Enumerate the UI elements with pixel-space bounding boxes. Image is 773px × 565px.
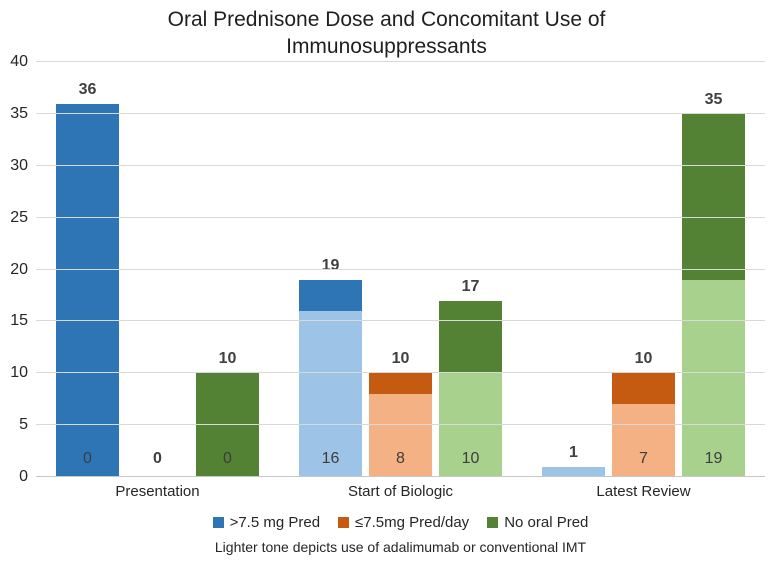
gridline: [36, 61, 765, 62]
bar-segment-dark: [612, 373, 675, 405]
chart-title-line1: Oral Prednisone Dose and Concomitant Use…: [167, 8, 606, 31]
bar-total-label: 0: [153, 450, 162, 467]
bar-slot: 1: [542, 62, 605, 477]
chart-title-line2: Immunosuppressants: [286, 35, 487, 58]
y-tick-label: 30: [10, 156, 28, 174]
bar-segment-dark: [682, 113, 745, 280]
y-tick-label: 25: [10, 208, 28, 226]
gridline: [36, 216, 765, 218]
bar-total-label: 10: [218, 350, 237, 368]
legend-item: ≤7.5mg Pred/day: [338, 514, 469, 531]
bar-slot: 19 16: [299, 62, 362, 477]
bar-groups: 36 0 0 10 0 19 16 10 8 17 10 1 10 7 35 19: [36, 62, 765, 477]
gridline: [36, 476, 765, 477]
gridline: [36, 372, 765, 374]
legend: >7.5 mg Pred ≤7.5mg Pred/day No oral Pred: [36, 514, 765, 531]
bar-total-label: 10: [634, 350, 653, 368]
y-tick-label: 5: [19, 416, 28, 434]
y-tick-label: 15: [10, 312, 28, 330]
bar-slot: 35 19: [682, 62, 745, 477]
legend-swatch: [212, 517, 224, 528]
bar-segment-dark: [299, 279, 362, 311]
bar-segment-dark: [439, 300, 502, 374]
gridline: [36, 320, 765, 322]
bar-slot: 0: [126, 62, 189, 477]
legend-item: No oral Pred: [487, 514, 588, 531]
bar-segment-light: [439, 373, 502, 477]
bar-segment-light: [542, 466, 605, 477]
bar-inside-label: 19: [704, 450, 723, 467]
y-tick-label: 0: [19, 468, 28, 485]
bar-stack: [369, 373, 432, 477]
x-axis-category-label: Presentation: [115, 483, 200, 500]
y-tick-label: 10: [10, 364, 28, 382]
legend-swatch: [487, 517, 499, 528]
bar-stack: [196, 373, 259, 477]
bar-group: 36 0 0 10 0: [36, 62, 279, 477]
legend-swatch: [338, 517, 350, 528]
bar-stack: [439, 300, 502, 477]
legend-label: ≤7.5mg Pred/day: [355, 514, 470, 531]
bar-group: 19 16 10 8 17 10: [279, 62, 522, 477]
bar-slot: 36 0: [56, 62, 119, 477]
bar-inside-label: 0: [223, 450, 232, 467]
bar-slot: 10 8: [369, 62, 432, 477]
y-tick-label: 20: [10, 260, 28, 278]
bar-total-label: 10: [391, 350, 410, 368]
gridline: [36, 164, 765, 166]
y-tick-label: 40: [10, 53, 28, 70]
legend-label: No oral Pred: [504, 514, 589, 531]
bar-inside-label: 7: [639, 450, 648, 467]
y-tick-label: 35: [10, 104, 28, 122]
plot-area: 36 0 0 10 0 19 16 10 8 17 10 1 10 7 35 19: [36, 61, 765, 477]
bar-stack: [56, 103, 119, 477]
bar-segment-dark: [369, 373, 432, 394]
bar-segment-dark: [196, 373, 259, 477]
legend-label: >7.5 mg Pred: [229, 514, 321, 531]
bar-inside-label: 0: [83, 450, 92, 467]
gridline: [36, 112, 765, 114]
chart-title: Oral Prednisone Dose and Concomitant Use…: [0, 6, 773, 60]
bar-inside-label: 8: [396, 450, 405, 467]
bar-slot: 10 7: [612, 62, 675, 477]
bar-segment-light: [299, 311, 362, 477]
bar-stack: [299, 279, 362, 477]
x-axis-category-label: Latest Review: [596, 483, 691, 500]
x-axis-category-label: Start of Biologic: [347, 483, 454, 500]
bar-segment-light: [369, 394, 432, 477]
legend-item: >7.5 mg Pred: [212, 514, 321, 531]
footnote: Lighter tone depicts use of adalimumab o…: [214, 539, 587, 555]
bar-inside-label: 10: [461, 450, 480, 467]
bar-segment-light: [612, 404, 675, 477]
bar-total-label: 36: [78, 80, 97, 98]
bar-total-label: 1: [569, 443, 578, 461]
bar-segment-dark: [56, 103, 119, 477]
bar-inside-label: 16: [321, 450, 340, 467]
bar-total-label: 17: [461, 277, 480, 295]
x-axis-labels: Presentation Start of Biologic Latest Revi…: [36, 483, 765, 500]
bar-group: 1 10 7 35 19: [522, 62, 765, 477]
bar-slot: 17 10: [439, 62, 502, 477]
gridline: [36, 268, 765, 270]
bar-total-label: 35: [704, 90, 723, 108]
bar-total-label: 19: [321, 256, 340, 274]
bar-stack: [612, 373, 675, 477]
bar-slot: 10 0: [196, 62, 259, 477]
y-axis: 0 5 10 15 20 25 30 35 40: [0, 53, 30, 485]
bar-segment-light: [682, 279, 745, 477]
bar-stack: [682, 113, 745, 477]
gridline: [36, 424, 765, 426]
bar-stack: [542, 466, 605, 477]
